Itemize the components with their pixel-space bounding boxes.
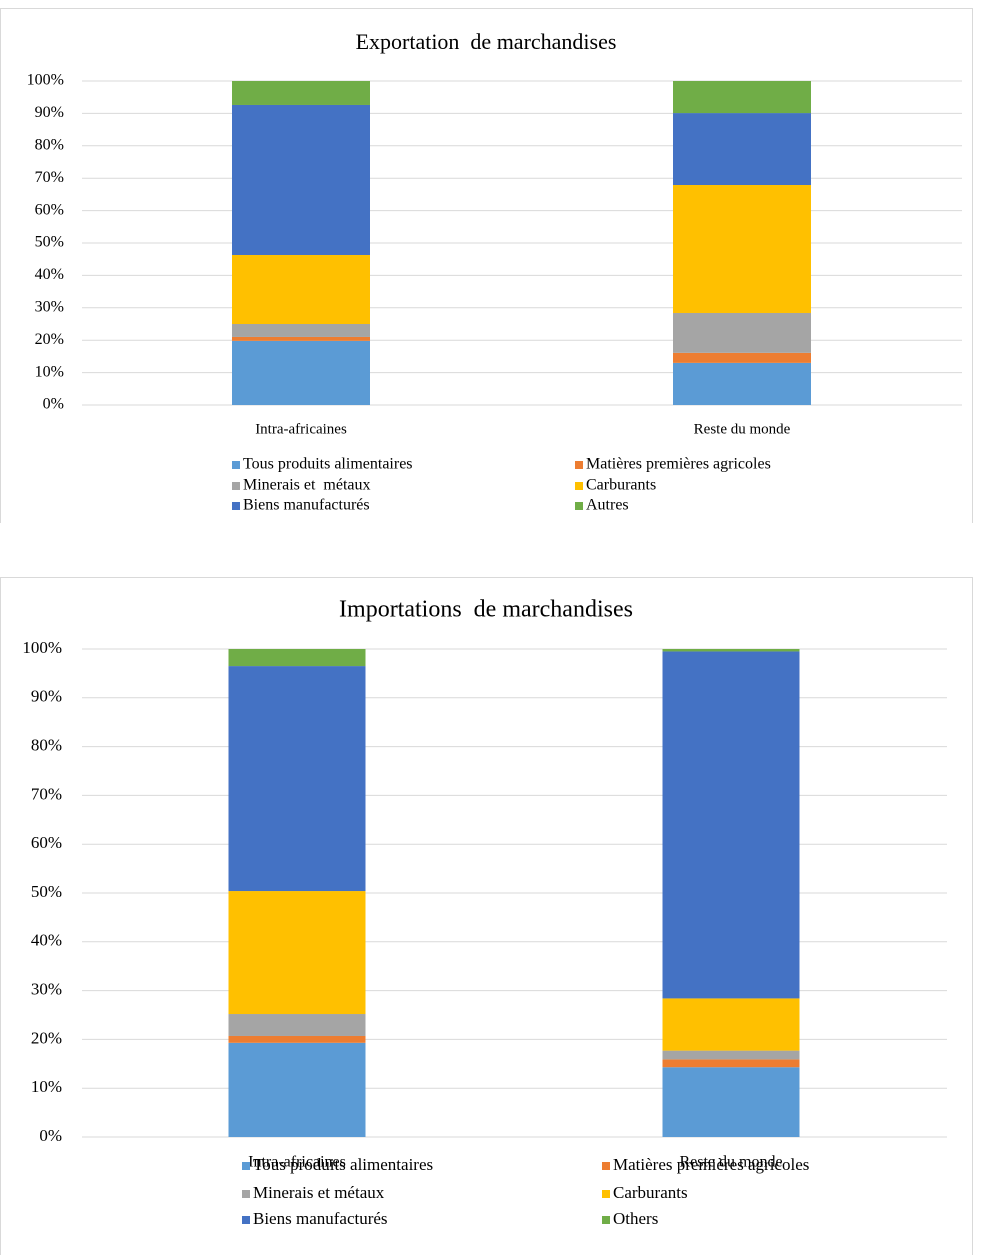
legend-label: Carburants [586,477,656,494]
y-tick-label: 20% [35,331,64,348]
bar-segment [673,352,811,363]
y-tick-label: 50% [35,234,64,251]
y-tick-label: 10% [31,1077,62,1096]
chart-border [0,8,973,523]
bar-segment [673,113,811,186]
bar-segment [662,1050,800,1060]
legend-label: Autres [586,497,629,514]
legend-swatch [242,1190,250,1198]
legend-label: Tous produits alimentaires [243,456,413,473]
legend-swatch [575,502,583,510]
bar-segment [662,649,800,652]
legend-swatch [602,1162,610,1170]
legend-label: Matières premières agricoles [613,1155,809,1174]
y-tick-label: 90% [31,687,62,706]
x-tick-label: Intra-africaines [255,421,347,437]
bar-segment [232,336,370,341]
y-tick-label: 70% [35,169,64,186]
x-tick-label: Reste du monde [679,1154,782,1171]
chart: Exportation de marchandises 0% 10% 20% 30% 40… [0,8,973,523]
legend-label: Biens manufacturés [243,497,370,514]
legend-label: Minerais et métaux [253,1183,385,1202]
legend-swatch [242,1216,250,1224]
y-tick-label: 0% [43,396,64,413]
bar-segment [228,1035,366,1043]
y-tick-label: 20% [31,1028,62,1047]
chart: Importations de marchandises 0% 10% 20% 30% 4… [0,577,973,1255]
y-tick-label: 100% [27,72,64,89]
legend-label: Tous produits alimentaires [253,1155,433,1174]
y-tick-label: 50% [31,882,62,901]
legend-swatch [232,461,240,469]
bar-segment [232,254,370,324]
y-tick-label: 90% [35,104,64,121]
y-tick-label: 0% [39,1126,62,1145]
chart-border [0,577,973,1255]
bar-segment [232,104,370,255]
bar-segment [662,651,800,999]
legend-label: Others [613,1209,658,1228]
y-tick-label: 30% [31,980,62,999]
bar-segment [662,998,800,1051]
bar-segment [673,312,811,353]
legend-label: Minerais et métaux [243,477,371,494]
bar-segment [673,362,811,405]
y-tick-label: 40% [31,931,62,950]
bar-segment [228,649,366,667]
bar-segment [228,666,366,892]
bar-segment [232,340,370,405]
bar-segment [228,1014,366,1036]
y-tick-label: 60% [35,201,64,218]
legend-label: Biens manufacturés [253,1209,388,1228]
bar-segment [228,1042,366,1137]
bar-segment [228,891,366,1015]
bar-segment [673,81,811,114]
legend-swatch [575,461,583,469]
legend-swatch [232,482,240,490]
legend-swatch [602,1216,610,1224]
bar-segment [662,1059,800,1068]
bar-segment [662,1067,800,1137]
bar-segment [232,81,370,105]
bar-segment [232,324,370,337]
legend-label: Carburants [613,1183,688,1202]
y-tick-label: 70% [31,784,62,803]
x-tick-label: Reste du monde [694,421,791,437]
y-tick-label: 30% [35,298,64,315]
legend-swatch [575,482,583,490]
y-tick-label: 80% [31,736,62,755]
legend-swatch [242,1162,250,1170]
y-tick-label: 10% [35,363,64,380]
y-tick-label: 80% [35,136,64,153]
legend-swatch [602,1190,610,1198]
y-tick-label: 60% [31,833,62,852]
x-tick-label: Intra-africaines [248,1154,346,1171]
y-tick-label: 40% [35,266,64,283]
bar-segment [673,185,811,313]
chart-title: Exportation de marchandises [356,29,617,54]
legend-label: Matières premières agricoles [586,456,771,473]
chart-title: Importations de marchandises [339,597,633,623]
legend-swatch [232,502,240,510]
y-tick-label: 100% [22,638,62,657]
